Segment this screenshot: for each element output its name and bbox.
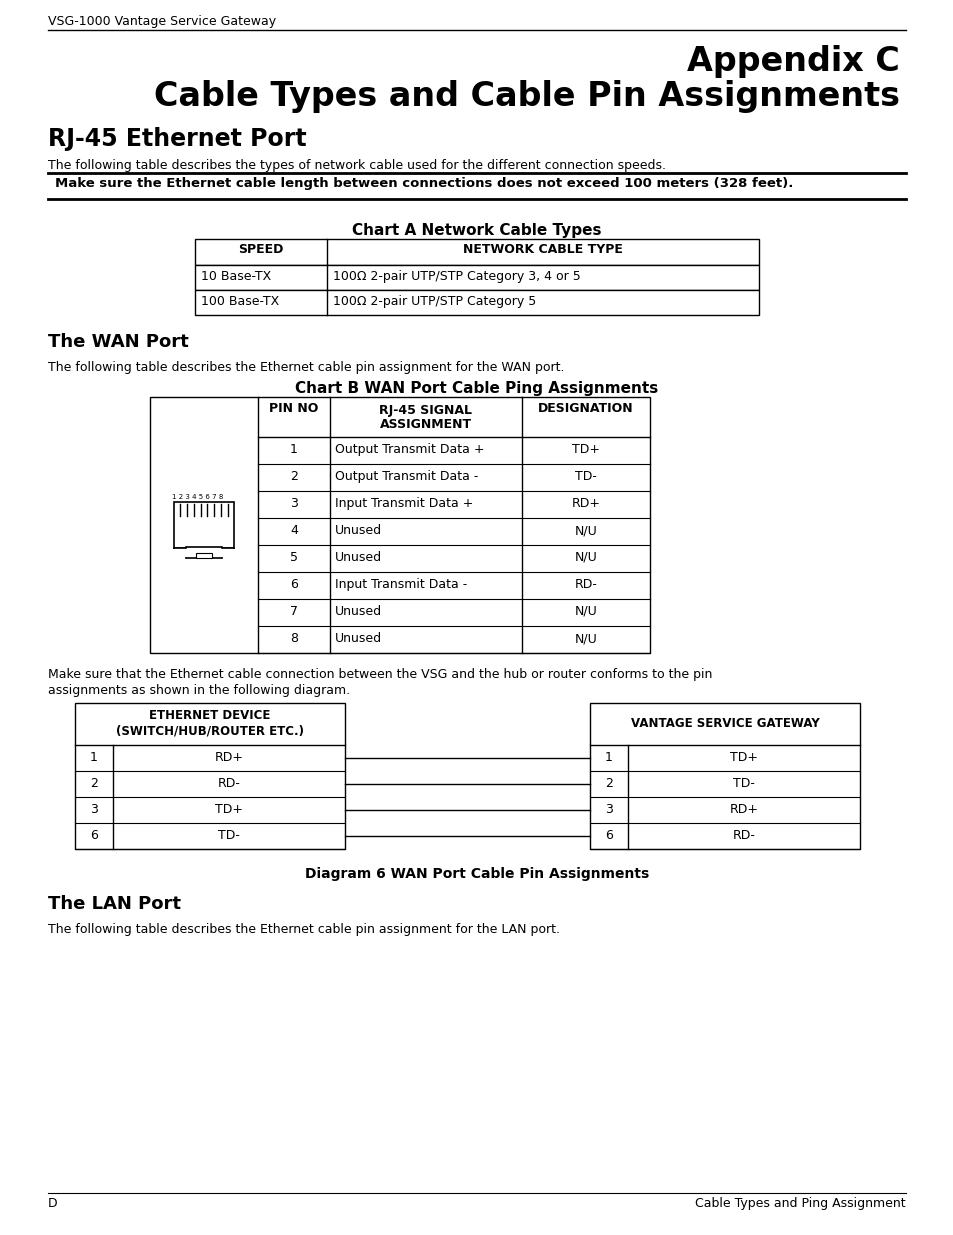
Text: Output Transmit Data -: Output Transmit Data - bbox=[335, 471, 477, 483]
Text: 3: 3 bbox=[604, 803, 612, 816]
Text: 100 Base-TX: 100 Base-TX bbox=[201, 295, 279, 308]
Text: NETWORK CABLE TYPE: NETWORK CABLE TYPE bbox=[462, 243, 622, 256]
Text: 3: 3 bbox=[90, 803, 98, 816]
Text: VANTAGE SERVICE GATEWAY: VANTAGE SERVICE GATEWAY bbox=[630, 718, 819, 730]
Text: RJ-45 Ethernet Port: RJ-45 Ethernet Port bbox=[48, 127, 306, 151]
Text: Chart B WAN Port Cable Ping Assignments: Chart B WAN Port Cable Ping Assignments bbox=[295, 382, 658, 396]
Text: RD+: RD+ bbox=[214, 751, 243, 764]
Text: N/U: N/U bbox=[574, 632, 597, 645]
Bar bbox=[194, 290, 759, 315]
Text: Make sure that the Ethernet cable connection between the VSG and the hub or rout: Make sure that the Ethernet cable connec… bbox=[48, 668, 712, 680]
Text: RD-: RD- bbox=[732, 829, 755, 842]
Text: 1: 1 bbox=[604, 751, 612, 764]
Text: TD+: TD+ bbox=[572, 443, 599, 456]
Text: DESIGNATION: DESIGNATION bbox=[537, 403, 633, 415]
Text: D: D bbox=[48, 1197, 57, 1210]
Text: 1: 1 bbox=[290, 443, 297, 456]
Text: 6: 6 bbox=[604, 829, 612, 842]
Text: N/U: N/U bbox=[574, 524, 597, 537]
Text: 5: 5 bbox=[290, 551, 297, 564]
Text: 6: 6 bbox=[290, 578, 297, 592]
Bar bbox=[186, 547, 222, 558]
Text: 6: 6 bbox=[90, 829, 98, 842]
Bar bbox=[150, 396, 649, 653]
Text: TD-: TD- bbox=[218, 829, 240, 842]
Text: Input Transmit Data -: Input Transmit Data - bbox=[335, 578, 467, 592]
Text: Cable Types and Cable Pin Assignments: Cable Types and Cable Pin Assignments bbox=[153, 80, 899, 112]
Text: TD+: TD+ bbox=[214, 803, 243, 816]
Text: SPEED: SPEED bbox=[238, 243, 283, 256]
Text: VSG-1000 Vantage Service Gateway: VSG-1000 Vantage Service Gateway bbox=[48, 15, 275, 28]
Text: 8: 8 bbox=[290, 632, 297, 645]
Text: Unused: Unused bbox=[335, 632, 382, 645]
Text: TD-: TD- bbox=[575, 471, 597, 483]
Text: The following table describes the types of network cable used for the different : The following table describes the types … bbox=[48, 159, 665, 172]
Text: Chart A Network Cable Types: Chart A Network Cable Types bbox=[352, 224, 601, 238]
Text: Unused: Unused bbox=[335, 605, 382, 618]
Text: 1 2 3 4 5 6 7 8: 1 2 3 4 5 6 7 8 bbox=[172, 494, 223, 500]
Text: The following table describes the Ethernet cable pin assignment for the LAN port: The following table describes the Ethern… bbox=[48, 923, 559, 936]
Bar bbox=[589, 703, 859, 848]
Text: N/U: N/U bbox=[574, 605, 597, 618]
Text: RD-: RD- bbox=[574, 578, 597, 592]
Bar bbox=[173, 501, 233, 548]
Text: assignments as shown in the following diagram.: assignments as shown in the following di… bbox=[48, 684, 350, 697]
Text: RD+: RD+ bbox=[729, 803, 758, 816]
Text: 10 Base-TX: 10 Base-TX bbox=[201, 270, 271, 283]
Text: 7: 7 bbox=[290, 605, 297, 618]
Text: The LAN Port: The LAN Port bbox=[48, 895, 181, 913]
Bar bbox=[75, 703, 345, 848]
Bar bbox=[194, 266, 759, 290]
Text: Diagram 6 WAN Port Cable Pin Assignments: Diagram 6 WAN Port Cable Pin Assignments bbox=[305, 867, 648, 881]
Text: 3: 3 bbox=[290, 496, 297, 510]
Text: Output Transmit Data +: Output Transmit Data + bbox=[335, 443, 484, 456]
Text: (SWITCH/HUB/ROUTER ETC.): (SWITCH/HUB/ROUTER ETC.) bbox=[116, 724, 304, 737]
Text: TD-: TD- bbox=[732, 777, 754, 790]
Text: ASSIGNMENT: ASSIGNMENT bbox=[379, 417, 472, 431]
Text: 4: 4 bbox=[290, 524, 297, 537]
Bar bbox=[194, 240, 759, 266]
Text: 2: 2 bbox=[604, 777, 612, 790]
Text: RD+: RD+ bbox=[571, 496, 599, 510]
Text: Make sure the Ethernet cable length between connections does not exceed 100 mete: Make sure the Ethernet cable length betw… bbox=[55, 177, 793, 190]
Text: PIN NO: PIN NO bbox=[269, 403, 318, 415]
Text: The WAN Port: The WAN Port bbox=[48, 333, 189, 351]
Text: 100Ω 2-pair UTP/STP Category 5: 100Ω 2-pair UTP/STP Category 5 bbox=[333, 295, 536, 308]
Text: Unused: Unused bbox=[335, 524, 382, 537]
Text: Cable Types and Ping Assignment: Cable Types and Ping Assignment bbox=[695, 1197, 905, 1210]
Text: 2: 2 bbox=[290, 471, 297, 483]
Text: Appendix C: Appendix C bbox=[686, 44, 899, 78]
Text: RJ-45 SIGNAL: RJ-45 SIGNAL bbox=[379, 404, 472, 417]
Bar bbox=[195, 553, 212, 558]
Text: RD-: RD- bbox=[217, 777, 240, 790]
Text: N/U: N/U bbox=[574, 551, 597, 564]
Text: ETHERNET DEVICE: ETHERNET DEVICE bbox=[150, 709, 271, 722]
Text: 100Ω 2-pair UTP/STP Category 3, 4 or 5: 100Ω 2-pair UTP/STP Category 3, 4 or 5 bbox=[333, 270, 580, 283]
Text: Unused: Unused bbox=[335, 551, 382, 564]
Bar bbox=[174, 548, 233, 557]
Text: TD+: TD+ bbox=[729, 751, 758, 764]
Text: Input Transmit Data +: Input Transmit Data + bbox=[335, 496, 473, 510]
Text: 1: 1 bbox=[90, 751, 98, 764]
Text: The following table describes the Ethernet cable pin assignment for the WAN port: The following table describes the Ethern… bbox=[48, 361, 564, 374]
Text: 2: 2 bbox=[90, 777, 98, 790]
